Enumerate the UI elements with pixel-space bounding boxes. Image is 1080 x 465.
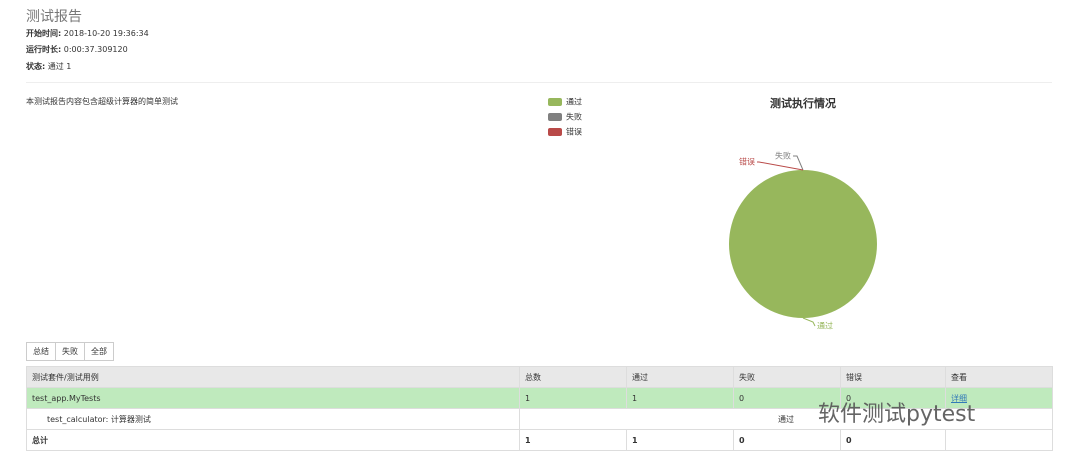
info-label: 开始时间: — [26, 29, 62, 38]
total-row: 总计 1 1 0 0 — [26, 429, 1053, 451]
info-row: 开始时间: 2018-10-20 19:36:34 — [26, 28, 149, 39]
slice-label: 错误 — [739, 157, 755, 167]
cell: 1 — [519, 387, 627, 409]
header-cell: 查看 — [945, 366, 1053, 388]
info-label: 运行时长: — [26, 45, 62, 54]
legend-swatch — [548, 113, 562, 121]
cell: 1 — [626, 387, 734, 409]
legend-swatch — [548, 98, 562, 106]
info-label: 状态: — [26, 62, 46, 71]
info-value: 2018-10-20 19:36:34 — [63, 29, 149, 38]
cell — [945, 429, 1053, 451]
header-cell: 测试套件/测试用例 — [26, 366, 520, 388]
detail-link[interactable]: 详细 — [951, 393, 967, 403]
result-table: 测试套件/测试用例 总数 通过 失败 错误 查看 test_app.MyTest… — [26, 366, 1053, 451]
legend-label: 错误 — [566, 127, 582, 137]
chart-title: 测试执行情况 — [770, 96, 836, 110]
cell: 1 — [626, 429, 734, 451]
info-row: 状态: 通过 1 — [26, 61, 71, 72]
cell: test_calculator: 计算器测试 — [26, 408, 520, 430]
watermark: 软件测试pytest — [818, 402, 976, 427]
info-value: 0:00:37.309120 — [63, 45, 128, 54]
legend-label: 通过 — [566, 97, 582, 107]
suite-row: test_app.MyTests 1 1 0 0 详细 — [26, 387, 1053, 409]
cell: 1 — [519, 429, 627, 451]
header-cell: 总数 — [519, 366, 627, 388]
cell: 详细 — [945, 387, 1053, 409]
cell: 0 — [840, 387, 946, 409]
cell: 0 — [840, 429, 946, 451]
cell: 0 — [733, 429, 841, 451]
cell: 总计 — [26, 429, 520, 451]
leader-line — [802, 317, 816, 327]
slice-label: 通过 — [817, 321, 833, 331]
pie-slice — [728, 170, 877, 318]
filter-button[interactable]: 失败 — [55, 342, 85, 361]
filter-button[interactable]: 总结 — [26, 342, 56, 361]
header-cell: 失败 — [733, 366, 841, 388]
leader-line — [757, 161, 804, 171]
info-row: 运行时长: 0:00:37.309120 — [26, 44, 128, 55]
filter-buttons: 总结 失败 全部 — [26, 342, 114, 361]
legend-label: 失败 — [566, 112, 582, 122]
header-cell: 通过 — [626, 366, 734, 388]
slice-label: 失败 — [775, 151, 791, 161]
header-row: 测试套件/测试用例 总数 通过 失败 错误 查看 — [26, 366, 1053, 388]
cell: test_app.MyTests — [26, 387, 520, 409]
divider — [26, 82, 1052, 83]
info-value: 通过 1 — [47, 62, 72, 71]
report-title: 测试报告 — [26, 9, 82, 25]
leader-line — [793, 155, 804, 171]
header-cell: 错误 — [840, 366, 946, 388]
filter-button[interactable]: 全部 — [84, 342, 114, 361]
legend-swatch — [548, 128, 562, 136]
description: 本测试报告内容包含超级计算器的简单测试 — [26, 97, 178, 106]
